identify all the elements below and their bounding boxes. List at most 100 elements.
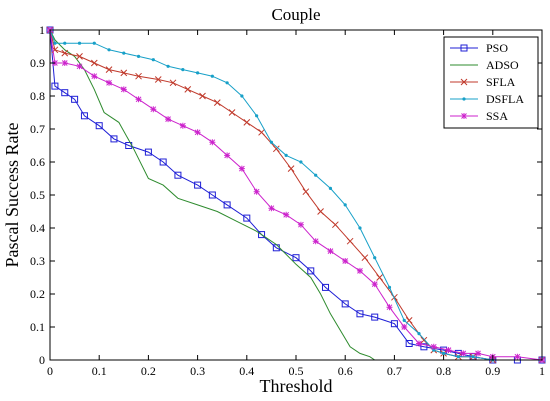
- data-point-dsfla: [417, 332, 421, 336]
- data-point-sfla: [420, 336, 428, 344]
- x-tick-label: 0.6: [338, 364, 353, 378]
- data-point-sfla: [243, 119, 251, 126]
- data-point-sfla: [169, 79, 177, 87]
- data-point-sfla: [90, 59, 98, 67]
- data-point-sfla: [376, 274, 383, 281]
- data-point-ssa: [61, 60, 68, 66]
- data-point-dsfla: [328, 186, 333, 190]
- data-point-dsfla: [181, 68, 185, 72]
- data-point-ssa: [194, 129, 201, 136]
- ticks-layer: 0 0.1 0.2 0.3 0.4 0.5 0.6 0.7 0.8 0.9 1 0 0.1 0.2 0.3 0…: [30, 23, 545, 378]
- data-point-ssa: [238, 165, 245, 172]
- series-line-ssa: [49, 29, 543, 361]
- y-tick-label: 0.1: [30, 320, 45, 334]
- data-point-pso: [405, 340, 413, 347]
- x-axis-title: Threshold: [260, 376, 333, 396]
- data-point-ssa: [135, 96, 142, 103]
- data-point-dsfla: [225, 81, 229, 85]
- data-point-ssa: [386, 304, 393, 311]
- legend-item-adso: ADSO: [450, 58, 519, 72]
- y-tick-label: 0: [39, 353, 45, 367]
- data-point-pso: [95, 122, 103, 130]
- data-point-ssa: [76, 63, 83, 70]
- data-point-sfla: [317, 208, 324, 215]
- data-point-sfla: [154, 76, 162, 83]
- data-point-ssa: [312, 238, 319, 245]
- data-point-sfla: [272, 145, 280, 153]
- data-point-sfla: [135, 72, 142, 80]
- data-point-ssa: [401, 324, 408, 330]
- legend-marker-dsfla: [462, 97, 466, 101]
- data-point-dsfla: [269, 140, 273, 144]
- data-point-sfla: [61, 49, 69, 57]
- legend-label-dsfla: DSFLA: [486, 92, 524, 106]
- data-point-pso: [390, 320, 398, 328]
- data-point-sfla: [361, 254, 369, 262]
- data-point-ssa: [253, 188, 260, 195]
- data-point-dsfla: [432, 348, 436, 352]
- data-point-dsfla: [299, 160, 303, 164]
- data-point-ssa: [475, 350, 482, 357]
- data-point-ssa: [371, 281, 378, 288]
- data-point-pso: [420, 343, 428, 351]
- y-tick-label: 0.4: [30, 221, 45, 235]
- data-point-pso: [110, 135, 118, 143]
- y-tick-label: 0.9: [30, 56, 45, 70]
- data-point-ssa: [283, 211, 290, 218]
- data-point-dsfla: [387, 285, 392, 289]
- data-point-ssa: [356, 267, 363, 274]
- y-tick-label: 0.2: [30, 287, 45, 301]
- data-point-ssa: [106, 79, 113, 86]
- data-point-ssa: [514, 353, 521, 360]
- data-point-ssa: [91, 73, 98, 80]
- data-point-sfla: [120, 69, 128, 77]
- data-point-pso: [208, 191, 216, 199]
- data-point-dsfla: [358, 226, 362, 230]
- data-point-pso: [174, 171, 182, 179]
- data-point-dsfla: [166, 64, 170, 68]
- data-point-sfla: [258, 128, 265, 136]
- data-point-pso: [51, 82, 59, 90]
- legend-label-adso: ADSO: [486, 58, 519, 72]
- data-point-ssa: [268, 205, 275, 212]
- data-point-dsfla: [284, 153, 288, 157]
- data-point-ssa: [120, 86, 127, 93]
- data-point-ssa: [165, 116, 172, 123]
- y-tick-label: 1: [39, 23, 45, 37]
- legend-item-sfla: SFLA: [450, 75, 516, 89]
- y-tick-label: 0.3: [30, 254, 45, 268]
- data-point-ssa: [179, 122, 186, 129]
- data-point-ssa: [445, 347, 452, 354]
- data-point-sfla: [346, 237, 354, 245]
- data-point-sfla: [332, 221, 339, 229]
- x-tick-label: 0.4: [239, 364, 254, 378]
- data-point-pso: [341, 300, 349, 308]
- data-point-sfla: [213, 99, 221, 106]
- data-point-pso: [144, 148, 152, 156]
- data-point-dsfla: [122, 51, 126, 55]
- y-tick-label: 0.6: [30, 155, 45, 169]
- legend-item-ssa: SSA: [450, 109, 508, 123]
- x-tick-label: 0.7: [387, 364, 402, 378]
- legend-label-ssa: SSA: [486, 109, 508, 123]
- data-point-ssa: [327, 248, 334, 255]
- series-layer: [46, 26, 546, 364]
- legend-item-dsfla: DSFLA: [450, 92, 524, 106]
- x-tick-label: 1: [539, 364, 545, 378]
- data-point-dsfla: [196, 71, 200, 75]
- data-point-dsfla: [136, 54, 141, 59]
- data-point-dsfla: [63, 41, 67, 45]
- y-axis-title: Pascal Success Rate: [2, 123, 22, 268]
- data-point-pso: [61, 89, 69, 97]
- data-point-pso: [194, 181, 202, 189]
- data-point-sfla: [105, 66, 113, 73]
- data-point-pso: [243, 214, 251, 222]
- series-adso: [49, 29, 375, 361]
- x-tick-label: 0: [47, 364, 53, 378]
- x-tick-label: 0.5: [289, 364, 304, 378]
- y-tick-label: 0.8: [30, 89, 45, 103]
- legend-marker-sfla: [460, 78, 468, 86]
- data-point-pso: [371, 313, 379, 321]
- data-point-pso: [80, 112, 88, 120]
